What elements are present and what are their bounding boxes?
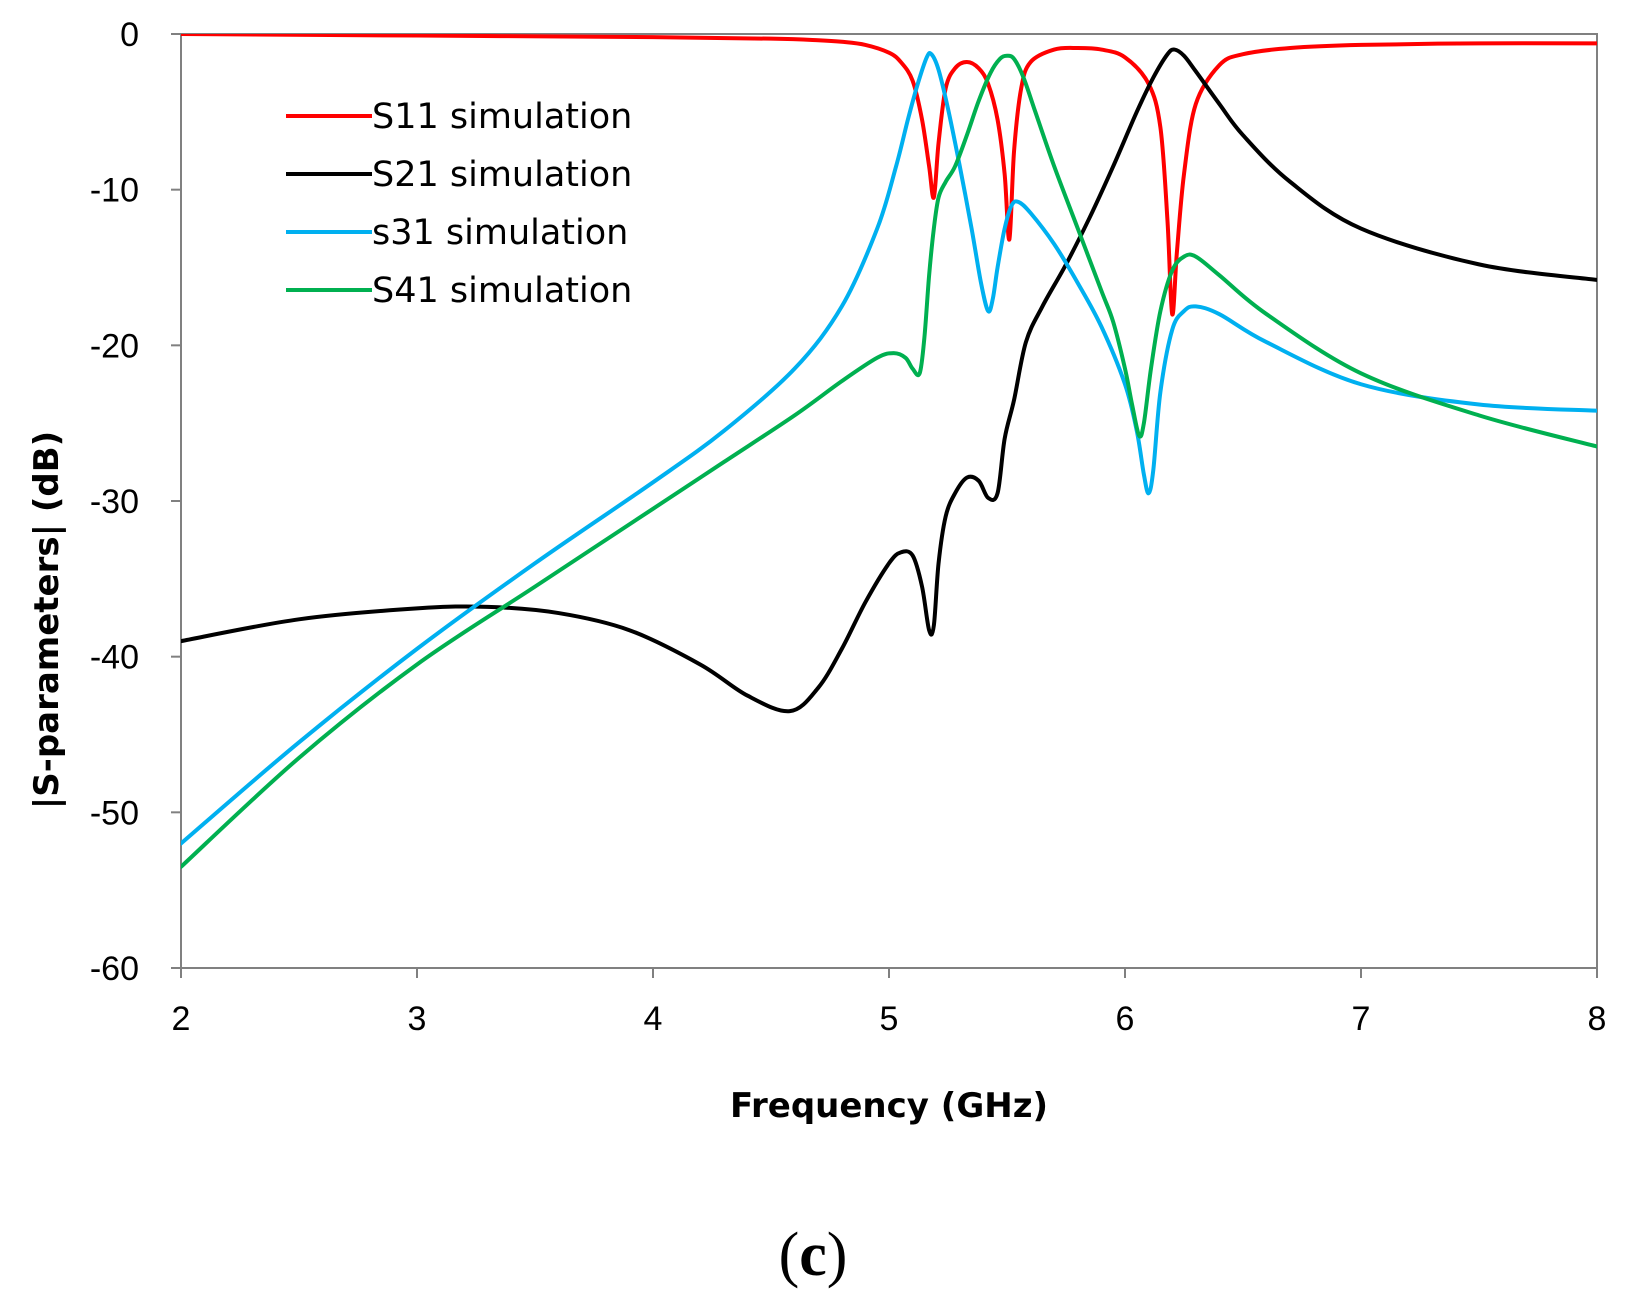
y-tick-label: -40	[90, 639, 139, 677]
legend: S11 simulation S21 simulation s31 simulati…	[286, 97, 632, 311]
caption-open-paren: (	[779, 1221, 800, 1289]
x-tick-label: 6	[1116, 1000, 1135, 1038]
y-tick-label: -20	[90, 327, 139, 365]
x-axis-ticks: 2 3 4 5 6 7 8	[172, 968, 1607, 1038]
x-tick-label: 3	[408, 1000, 427, 1038]
y-tick-label: -50	[90, 794, 139, 832]
x-tick-label: 2	[172, 1000, 191, 1038]
y-axis-title: |S-parameters| (dB)	[27, 431, 67, 809]
series-line-s11-simulation	[181, 34, 1597, 317]
y-tick-label: -30	[90, 483, 139, 521]
x-tick-label: 5	[880, 1000, 899, 1038]
series-line-s21-simulation	[181, 47, 1597, 714]
y-tick-label: -60	[90, 950, 139, 988]
legend-label-s11-simulation: S11 simulation	[372, 97, 632, 137]
series-lines	[181, 34, 1597, 869]
caption-letter: c	[799, 1221, 827, 1289]
legend-label-s21-simulation: S21 simulation	[372, 155, 632, 195]
y-tick-label: -10	[90, 172, 139, 210]
figure-caption: (c)	[779, 1221, 848, 1289]
x-tick-label: 7	[1352, 1000, 1371, 1038]
x-axis-title: Frequency (GHz)	[730, 1086, 1048, 1126]
legend-label-s31-simulation: s31 simulation	[372, 213, 628, 253]
x-tick-label: 4	[644, 1000, 663, 1038]
legend-label-s41-simulation: S41 simulation	[372, 271, 632, 311]
series-line-s31-simulation	[181, 51, 1597, 846]
y-tick-label: 0	[120, 16, 139, 54]
caption-close-paren: )	[827, 1221, 848, 1289]
x-tick-label: 8	[1588, 1000, 1607, 1038]
y-axis-ticks: 0 -10 -20 -30 -40 -50 -60	[90, 16, 181, 988]
series-line-s41-simulation	[181, 53, 1597, 869]
